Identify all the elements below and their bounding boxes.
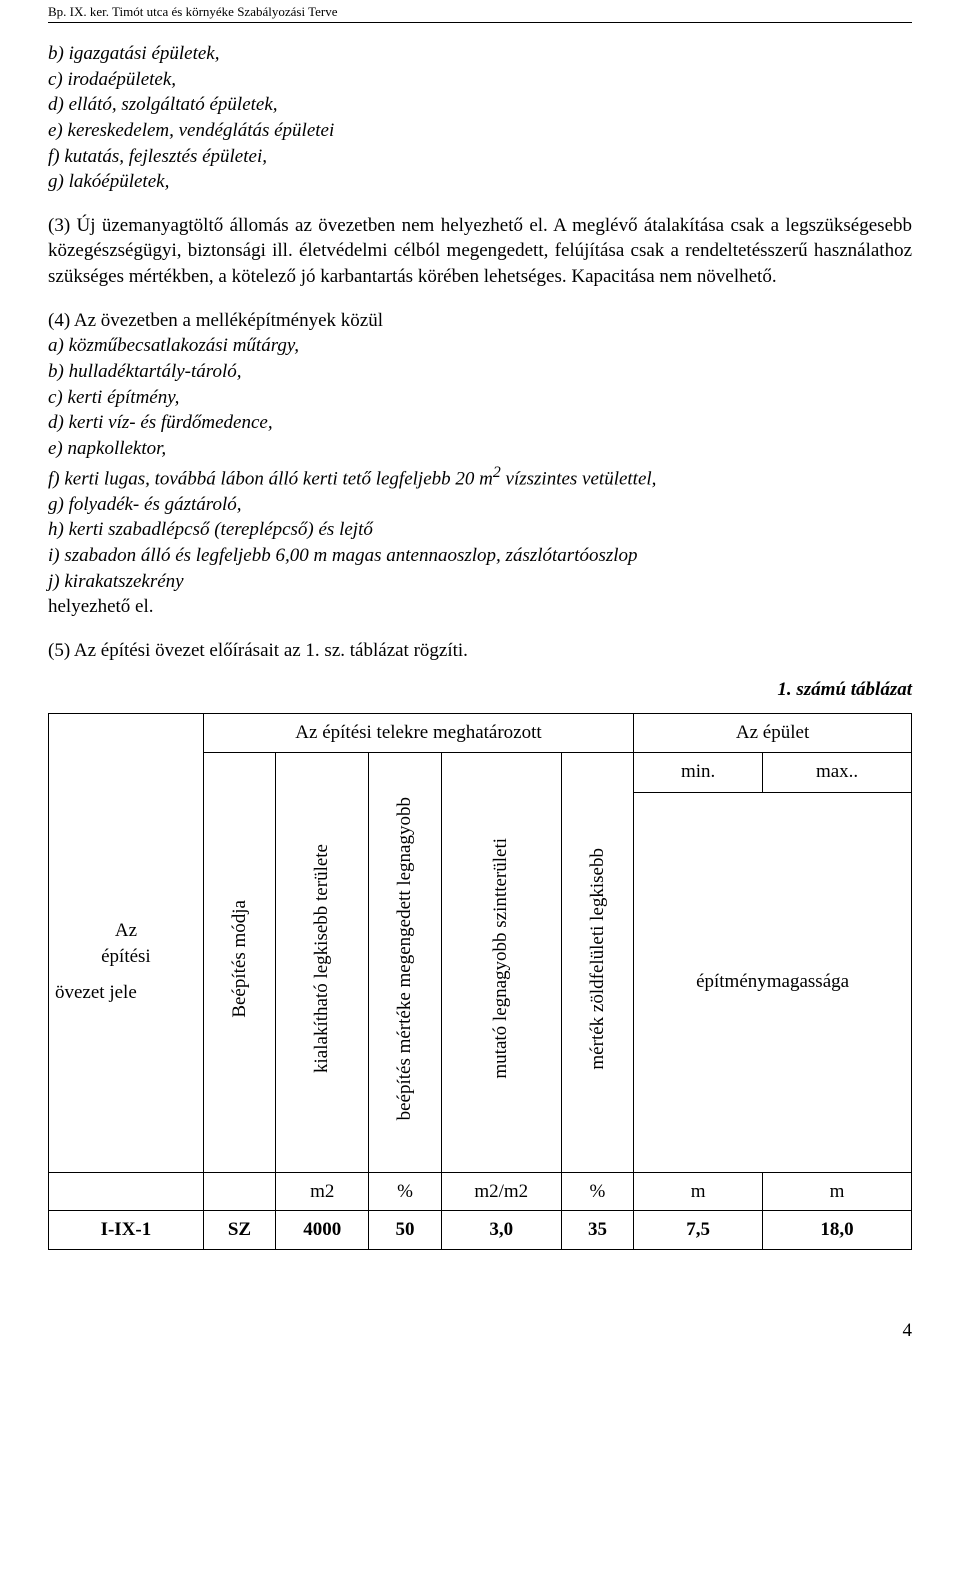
list4-a: a) közműbecsatlakozási műtárgy,: [48, 333, 912, 359]
row-label-line2: építési: [55, 944, 197, 970]
list4-e: e) napkollektor,: [48, 436, 912, 462]
unit-empty: [49, 1172, 204, 1211]
list1-e: e) kereskedelem, vendéglátás épületei: [48, 118, 912, 144]
header-group-telek: Az építési telekre meghatározott: [203, 714, 633, 753]
data-50: 50: [369, 1211, 441, 1250]
col5-text: mérték zöldfelületi legkisebb: [585, 848, 611, 1070]
unit-m2b: m: [763, 1172, 912, 1211]
list4-b: b) hulladéktartály-tároló,: [48, 359, 912, 385]
col2-text: kialakítható legkisebb területe: [309, 844, 335, 1073]
col3-text: beépítés mértéke megengedett legnagyobb: [392, 797, 418, 1120]
list4-intro: (4) Az övezetben a melléképítmények közü…: [48, 308, 912, 334]
list4-i: i) szabadon álló és legfeljebb 6,00 m ma…: [48, 543, 912, 569]
list1-b: b) igazgatási épületek,: [48, 41, 912, 67]
col-kialakithato: kialakítható legkisebb területe: [276, 752, 369, 1172]
list4-h: h) kerti szabadlépcső (tereplépcső) és l…: [48, 517, 912, 543]
list4-f-post: vízszintes vetülettel,: [501, 468, 657, 489]
col1-text: Beépítés módja: [227, 900, 253, 1018]
unit-percent: %: [369, 1172, 441, 1211]
sub-min: min.: [634, 752, 763, 792]
data-30: 3,0: [441, 1211, 561, 1250]
paragraph-5: (5) Az építési övezet előírásait az 1. s…: [48, 638, 912, 664]
page-header: Bp. IX. ker. Timót utca és környéke Szab…: [48, 0, 912, 23]
col-beepites-mertek: beépítés mértéke megengedett legnagyobb: [369, 752, 441, 1172]
list4-f-body: kerti lugas, továbbá lábon álló kerti te…: [64, 468, 492, 489]
table-title: 1. számú táblázat: [48, 677, 912, 703]
list4-f-sup: 2: [493, 464, 501, 481]
list4-g: g) folyadék- és gáztároló,: [48, 492, 912, 518]
col-mutato: mutató legnagyobb szintterületi: [441, 752, 561, 1172]
data-75: 7,5: [634, 1211, 763, 1250]
sub-epitmenymagassag: építménymagassága: [634, 792, 912, 1172]
regulation-table: Az építési telekre meghatározott Az épül…: [48, 713, 912, 1250]
header-group-epulet: Az épület: [634, 714, 912, 753]
list-block-1: b) igazgatási épületek, c) irodaépületek…: [48, 41, 912, 195]
list4-j: j) kirakatszekrény: [48, 569, 912, 595]
data-4000: 4000: [276, 1211, 369, 1250]
list1-d: d) ellátó, szolgáltató épületek,: [48, 92, 912, 118]
col-beepites-modja: Beépítés módja: [203, 752, 275, 1172]
row-label-empty: [49, 714, 204, 753]
unit-m2m2: m2/m2: [441, 1172, 561, 1211]
row-label: Az építési övezet jele: [49, 752, 204, 1172]
unit-m2: m2: [276, 1172, 369, 1211]
data-sz: SZ: [203, 1211, 275, 1250]
list4-f-prefix: f): [48, 468, 64, 489]
list-block-4: (4) Az övezetben a melléképítmények közü…: [48, 308, 912, 620]
paragraph-3: (3) Új üzemanyagtöltő állomás az övezetb…: [48, 213, 912, 290]
data-zone: I-IX-1: [49, 1211, 204, 1250]
data-35: 35: [561, 1211, 633, 1250]
list1-f: f) kutatás, fejlesztés épületei,: [48, 144, 912, 170]
unit-percent2: %: [561, 1172, 633, 1211]
list1-g: g) lakóépületek,: [48, 169, 912, 195]
sub-max: max..: [763, 752, 912, 792]
list4-d: d) kerti víz- és fürdőmedence,: [48, 410, 912, 436]
list4-end: helyezhető el.: [48, 594, 912, 620]
data-180: 18,0: [763, 1211, 912, 1250]
list1-c: c) irodaépületek,: [48, 67, 912, 93]
list4-c: c) kerti építmény,: [48, 385, 912, 411]
unit-m: m: [634, 1172, 763, 1211]
unit-empty2: [203, 1172, 275, 1211]
row-label-line3: övezet jele: [55, 980, 197, 1006]
col4-text: mutató legnagyobb szintterületi: [488, 838, 514, 1079]
page-number: 4: [0, 1290, 960, 1342]
col-zoldfelulet: mérték zöldfelületi legkisebb: [561, 752, 633, 1172]
list4-f: f) kerti lugas, továbbá lábon álló kerti…: [48, 462, 912, 492]
row-label-line1: Az: [55, 918, 197, 944]
